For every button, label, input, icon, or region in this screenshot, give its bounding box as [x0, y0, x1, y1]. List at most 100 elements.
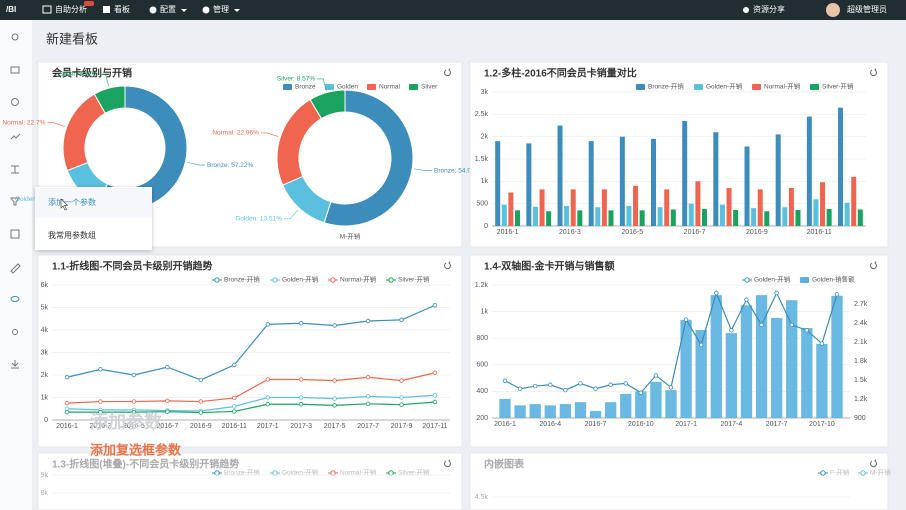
legend-label: Silver [421, 84, 438, 91]
legend-label: Silver-开销 [398, 275, 430, 284]
point [399, 402, 404, 407]
legend-label: Golden-销售额 [812, 275, 855, 284]
donut-slice [309, 89, 346, 120]
nav-item[interactable]: 看板 [114, 4, 130, 14]
point [759, 322, 764, 328]
icon[interactable] [10, 229, 20, 239]
bar [639, 210, 645, 226]
x-tick-label: 2016-11 [222, 423, 247, 430]
y-tick-label: 1k [41, 394, 49, 401]
point [578, 381, 583, 386]
bar [806, 116, 812, 226]
point [653, 373, 659, 378]
icon[interactable] [11, 98, 19, 106]
legend-label: M-开销 [870, 468, 891, 477]
legend-dot [214, 470, 220, 476]
bar [508, 192, 514, 226]
legend-label: Bronze [295, 84, 316, 91]
label-line [317, 78, 327, 91]
point [698, 342, 704, 348]
point [789, 322, 794, 328]
slice-label: Bronze: 54.96% [434, 167, 480, 174]
bar [544, 405, 556, 418]
bar [816, 343, 828, 418]
point [502, 378, 508, 383]
bar [588, 141, 594, 226]
bar [635, 391, 647, 418]
point [593, 386, 598, 391]
point [64, 375, 70, 380]
legend-dot [330, 470, 336, 476]
chart-title: 1.3-折线图(堆叠)-不同会员卡级别开销趋势 [52, 458, 239, 471]
icon[interactable] [11, 33, 19, 41]
y-tick-label: 1.5k [475, 156, 489, 163]
donut-name: M-开销 [340, 232, 361, 241]
bar [665, 390, 677, 418]
icon[interactable] [11, 360, 19, 369]
y2-tick-label: 2.4k [854, 320, 868, 327]
y-tick-label: 400 [476, 388, 488, 395]
icon[interactable] [10, 263, 21, 274]
logo[interactable]: /BI [6, 5, 16, 14]
bar [831, 295, 843, 418]
bar [844, 202, 850, 226]
point [365, 401, 371, 406]
icon[interactable] [11, 165, 19, 174]
bar [688, 203, 694, 226]
point [714, 290, 719, 296]
user-name[interactable]: 超级管理员 [847, 4, 887, 14]
legend-label: F-开销 [830, 468, 850, 477]
point [232, 362, 237, 368]
bar [710, 295, 722, 418]
chart-title: 1.1-折线图-不同会员卡级别开销趋势 [52, 260, 213, 273]
donut-slice [323, 89, 414, 227]
icon[interactable] [12, 329, 18, 335]
x-tick-label: 2016-11 [807, 229, 832, 236]
y-tick-label: 1k [481, 178, 489, 185]
slice-label: Golden: 13.51% [235, 215, 282, 222]
bar [664, 189, 670, 226]
icon[interactable] [10, 197, 20, 206]
bar [857, 209, 863, 226]
bar [838, 107, 844, 226]
label-line [414, 168, 433, 172]
nav-item[interactable]: 配置 [160, 5, 176, 14]
page-title: 新建看板 [46, 31, 98, 46]
bar [574, 402, 587, 418]
menu-item[interactable]: 我常用参数组 [48, 230, 96, 240]
chart-title: 1.2-多柱-2016不同会员卡销量对比 [484, 67, 637, 80]
bar [826, 209, 832, 226]
point [165, 398, 170, 404]
icon[interactable] [10, 66, 20, 74]
legend-swatch [325, 84, 334, 90]
panel [37, 452, 463, 510]
point [98, 367, 103, 372]
legend-swatch [367, 84, 376, 90]
icon[interactable] [10, 296, 20, 302]
bar [680, 319, 692, 418]
legend-dot [820, 470, 826, 476]
point [683, 317, 689, 322]
menu-item[interactable]: 添加一个参数 [48, 197, 96, 207]
icon[interactable] [10, 133, 21, 140]
x-tick-label: 2016-9 [190, 423, 212, 430]
bar [570, 189, 576, 226]
y-tick-label: 500 [476, 201, 488, 208]
nav-item[interactable]: 资源分享 [753, 4, 785, 14]
legend-label: Silver-开销 [822, 82, 854, 91]
point [265, 322, 270, 327]
bar [740, 305, 753, 418]
nav-item[interactable]: 自助分析 [55, 4, 87, 14]
x-tick-label: 2016-7 [684, 229, 706, 236]
legend-swatch [752, 84, 761, 90]
y-tick-label: 2.5k [475, 111, 489, 118]
x-tick-label: 2016-9 [746, 229, 768, 236]
y-tick-label: 2k [41, 372, 49, 379]
bar [650, 381, 662, 418]
legend-swatch [810, 84, 819, 90]
x-tick-label: 2016-7 [156, 423, 178, 430]
nav-item[interactable]: 管理 [213, 4, 229, 14]
legend-swatch [636, 84, 645, 90]
